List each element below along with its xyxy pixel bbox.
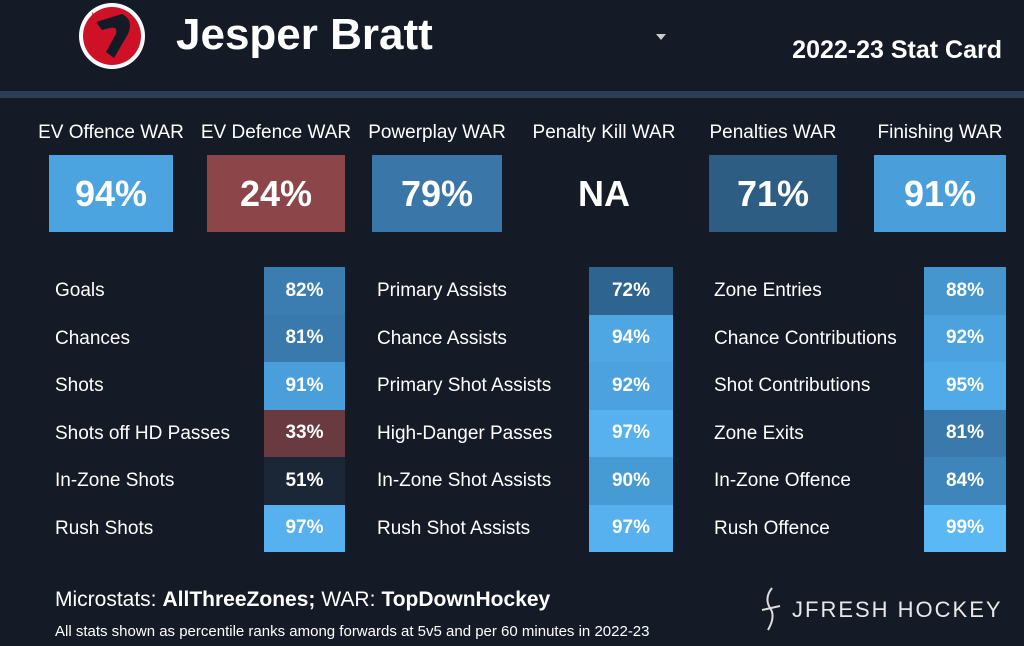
stat-label: In-Zone Shots	[55, 470, 175, 491]
team-logo	[79, 3, 145, 69]
stat-value: 90%	[589, 457, 673, 505]
footnote: All stats shown as percentile ranks amon…	[55, 623, 650, 640]
stat-label: Shots off HD Passes	[55, 422, 230, 444]
stat-label: Zone Exits	[714, 422, 804, 444]
stat-value: 97%	[589, 409, 673, 457]
stat-value: 92%	[924, 314, 1006, 362]
stat-label: Shots	[55, 375, 104, 396]
source-part: WAR:	[321, 588, 376, 611]
stat-value: 91%	[264, 362, 345, 410]
war-label: Penalty Kill WAR	[532, 122, 676, 143]
sources: Microstats: AllThreeZones; WAR: TopDownHock…	[55, 588, 556, 612]
stat-value: 88%	[924, 267, 1006, 315]
source-part: TopDownHockey	[381, 588, 551, 611]
stat-label: Rush Shots	[55, 517, 154, 539]
war-label: EV Offence WAR	[38, 122, 184, 143]
war-value: 24%	[207, 155, 345, 232]
stat-value: 51%	[264, 457, 345, 505]
card-subtitle: 2022-23 Stat Card	[792, 36, 1002, 64]
stat-label: Zone Entries	[714, 280, 822, 301]
stat-label: Chance Contributions	[714, 327, 897, 349]
stat-value: 72%	[589, 267, 673, 315]
source-part: Microstats:	[55, 588, 157, 611]
stat-label: Rush Offence	[714, 517, 830, 539]
stat-label: Primary Shot Assists	[377, 375, 552, 396]
stat-label: Goals	[55, 280, 105, 301]
stat-label: High-Danger Passes	[377, 422, 553, 444]
stat-value: 81%	[264, 314, 345, 362]
war-value: 79%	[372, 155, 502, 232]
stat-value: 92%	[589, 362, 673, 410]
war-value: 91%	[874, 155, 1006, 232]
war-value: NA	[578, 172, 630, 214]
stat-value: 97%	[589, 504, 673, 552]
brand: JFRESH HOCKEY	[792, 597, 1003, 622]
war-value: 71%	[709, 155, 837, 232]
stat-value: 81%	[924, 409, 1006, 457]
war-label: EV Defence WAR	[200, 122, 352, 143]
separator	[0, 91, 1024, 98]
stat-label: Shot Contributions	[714, 375, 871, 396]
war-label: Powerplay WAR	[368, 122, 506, 143]
player-name: Jesper Bratt	[176, 10, 433, 59]
stat-label: Chances	[55, 327, 130, 349]
source-part: AllThreeZones;	[162, 588, 316, 611]
stat-value: 33%	[264, 409, 345, 457]
stat-label: Primary Assists	[377, 280, 507, 301]
war-label: Finishing WAR	[877, 122, 1003, 143]
stat-value: 94%	[589, 314, 673, 362]
war-value: 94%	[49, 155, 173, 232]
stat-value: 82%	[264, 267, 345, 315]
stat-label: In-Zone Offence	[714, 470, 851, 491]
stat-label: Chance Assists	[377, 327, 507, 349]
stat-value: 97%	[264, 504, 345, 552]
brand-icon	[761, 587, 781, 631]
stat-value: 95%	[924, 362, 1006, 410]
war-label: Penalties WAR	[709, 122, 837, 143]
stat-label: In-Zone Shot Assists	[377, 470, 552, 491]
stat-value: 84%	[924, 457, 1006, 505]
dropdown-caret[interactable]	[655, 33, 667, 41]
stat-value: 99%	[924, 504, 1006, 552]
stat-label: Rush Shot Assists	[377, 517, 531, 539]
